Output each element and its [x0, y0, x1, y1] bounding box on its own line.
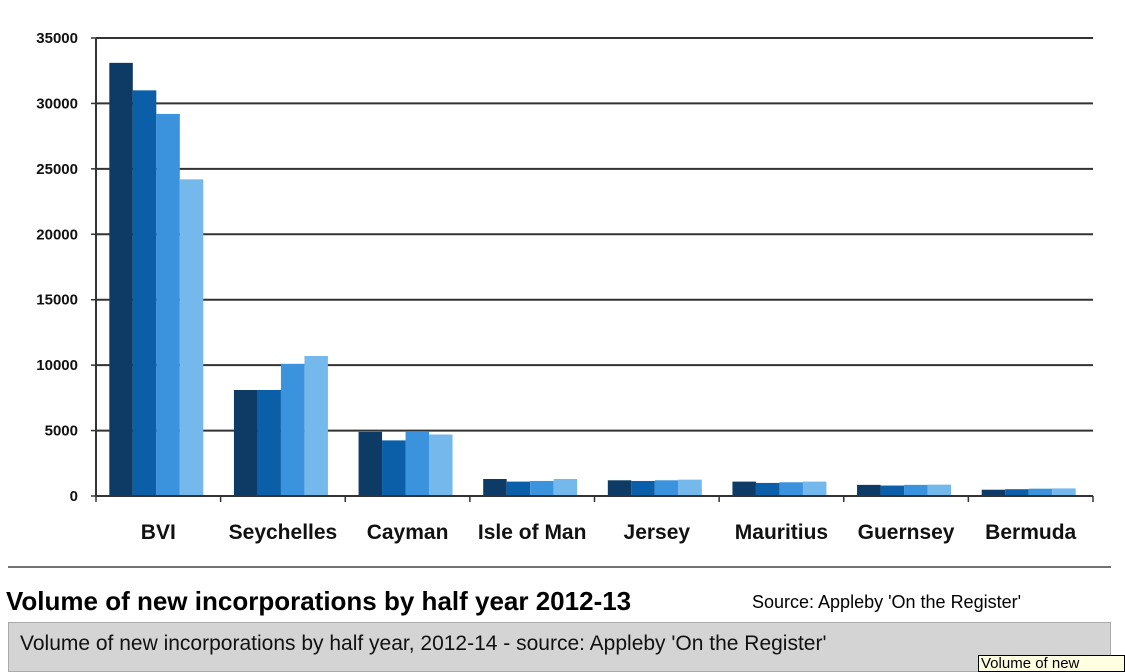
bar	[429, 434, 453, 496]
bar	[732, 481, 756, 496]
y-tick-label: 5000	[45, 423, 78, 440]
bar	[1005, 489, 1029, 496]
bars	[109, 62, 1076, 497]
bar	[755, 482, 780, 496]
bar	[654, 480, 679, 496]
caption-bar	[8, 622, 1111, 672]
bar	[257, 390, 281, 496]
bar	[132, 90, 157, 496]
bar	[233, 390, 258, 496]
bar	[530, 480, 554, 496]
x-tick-label: Bermuda	[985, 521, 1076, 544]
x-tick-label: Isle of Man	[478, 521, 587, 544]
bar	[405, 431, 430, 496]
bar	[506, 481, 531, 496]
x-tick-label: Seychelles	[229, 521, 338, 544]
y-tick-label: 30000	[36, 95, 78, 112]
bar	[1028, 488, 1053, 496]
y-axis-ticks: 0 5000 10000 15000 20000 25000 30000 35000	[36, 30, 96, 505]
bar	[304, 355, 328, 496]
bar	[904, 484, 928, 496]
bar	[802, 481, 827, 496]
image-caption-text: Volume of new incorporations by half yea…	[20, 632, 827, 655]
bar	[678, 479, 702, 496]
bar	[179, 179, 204, 496]
bar-chart: 0 5000 10000 15000 20000 25000 30000 35000 BVI S…	[8, 30, 1111, 568]
x-tick-label: Mauritius	[735, 521, 828, 544]
chart-caption-title: Volume of new incorporations by half yea…	[6, 586, 632, 616]
x-tick-label: BVI	[141, 521, 176, 544]
x-tick-label: Cayman	[367, 521, 449, 544]
bar	[880, 485, 905, 496]
bar	[156, 113, 180, 496]
bar	[631, 480, 655, 496]
bar	[280, 363, 305, 496]
bar	[358, 431, 383, 496]
y-tick-label: 25000	[36, 161, 78, 178]
tooltip: Volume of new	[978, 655, 1125, 672]
y-tick-label: 35000	[36, 30, 78, 47]
bar	[483, 478, 507, 496]
bar	[607, 480, 632, 496]
x-axis-ticks: BVI Seychelles Cayman Isle of Man Jersey Maur…	[8, 496, 1111, 568]
bar	[553, 478, 578, 496]
grid-lines	[96, 37, 1093, 432]
y-tick-label: 10000	[36, 357, 78, 374]
y-tick-label: 15000	[36, 292, 78, 309]
bar	[779, 482, 803, 496]
y-tick-label: 0	[70, 488, 78, 505]
chart-caption-source: Source: Appleby 'On the Register'	[752, 592, 1022, 612]
x-tick-label: Guernsey	[858, 521, 955, 544]
bar	[1052, 488, 1076, 496]
x-tick-label: Jersey	[624, 521, 691, 544]
bar	[981, 489, 1006, 496]
bar	[927, 484, 952, 496]
bar	[109, 62, 133, 497]
y-tick-label: 20000	[36, 226, 78, 243]
bar	[857, 484, 881, 496]
bar	[382, 440, 406, 496]
